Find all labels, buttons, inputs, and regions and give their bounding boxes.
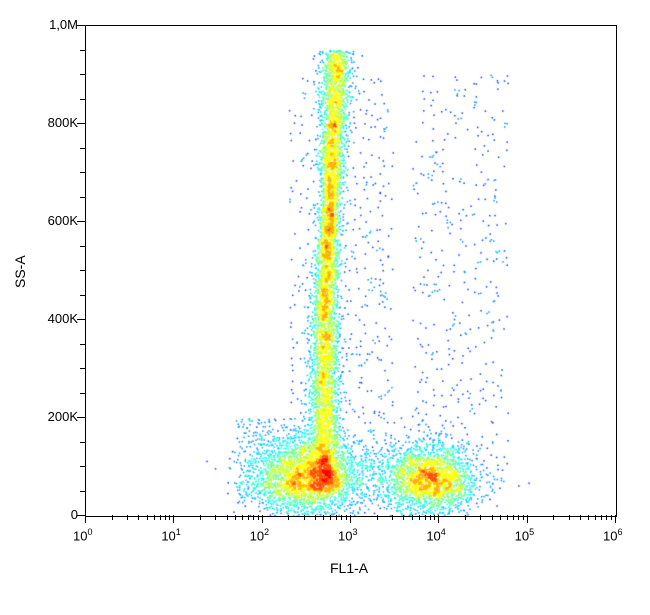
y-axis-label: SS-A [12, 248, 28, 288]
x-axis-label: FL1-A [330, 560, 368, 576]
density-scatter-canvas [86, 26, 616, 516]
plot-area [85, 25, 617, 517]
flow-cytometry-scatter: 1001011021031041051060200K400K600K800K1,… [0, 0, 650, 615]
